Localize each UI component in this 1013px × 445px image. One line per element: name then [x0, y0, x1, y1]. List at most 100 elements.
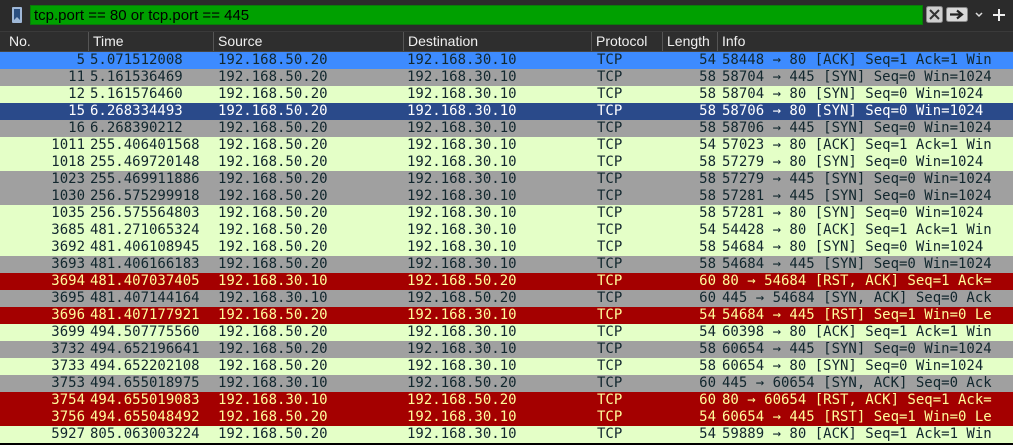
packet-row[interactable]: 3756 494.655048492 192.168.50.20 192.168.30… — [0, 409, 1013, 426]
packet-length: 58 — [699, 103, 716, 119]
packet-length: 58 — [699, 256, 716, 272]
packet-protocol: TCP — [597, 188, 623, 204]
clear-filter-icon[interactable] — [926, 6, 943, 23]
packet-length: 58 — [699, 171, 716, 187]
packet-protocol: TCP — [597, 392, 623, 408]
packet-destination: 192.168.50.20 — [407, 392, 517, 408]
packet-destination: 192.168.30.10 — [407, 324, 517, 340]
packet-row[interactable]: 12 5.161576460 192.168.50.20 192.168.30.10 T… — [0, 86, 1013, 103]
packet-no: 3694 — [51, 273, 85, 289]
plus-icon[interactable] — [990, 5, 1008, 25]
packet-info: 57281 → 445 [SYN] Seq=0 Win=1024 — [722, 188, 992, 204]
packet-no: 1023 — [51, 171, 85, 187]
packet-row[interactable]: 5927 805.063003224 192.168.50.20 192.168.30… — [0, 426, 1013, 443]
packet-protocol: TCP — [597, 239, 623, 255]
packet-row[interactable]: 1030 256.575299918 192.168.50.20 192.168.30… — [0, 188, 1013, 205]
packet-row[interactable]: 3694 481.407037405 192.168.30.10 192.168.50… — [0, 273, 1013, 290]
column-header-protocol[interactable]: Protocol — [592, 32, 663, 51]
packet-protocol: TCP — [597, 375, 623, 391]
packet-no: 3732 — [51, 341, 85, 357]
packet-row[interactable]: 3695 481.407144164 192.168.30.10 192.168.50… — [0, 290, 1013, 307]
packet-info: 57279 → 80 [SYN] Seq=0 Win=1024 — [722, 154, 984, 170]
packet-length: 58 — [699, 86, 716, 102]
packet-row[interactable]: 1035 256.575564803 192.168.50.20 192.168.30… — [0, 205, 1013, 222]
packet-length: 58 — [699, 239, 716, 255]
packet-destination: 192.168.30.10 — [407, 69, 517, 85]
display-filter-input[interactable]: tcp.port == 80 or tcp.port == 445 — [30, 5, 923, 25]
packet-no: 3692 — [51, 239, 85, 255]
packet-row[interactable]: 3733 494.652202108 192.168.50.20 192.168.30… — [0, 358, 1013, 375]
packet-info: 58706 → 80 [SYN] Seq=0 Win=1024 — [722, 103, 984, 119]
packet-row[interactable]: 15 6.268334493 192.168.50.20 192.168.30.10 T… — [0, 103, 1013, 120]
packet-source: 192.168.30.10 — [218, 290, 328, 306]
packet-protocol: TCP — [597, 290, 623, 306]
packet-protocol: TCP — [597, 324, 623, 340]
packet-list[interactable]: 5 5.071512008 192.168.50.20 192.168.30.10 TC… — [0, 52, 1013, 445]
packet-source: 192.168.50.20 — [218, 409, 328, 425]
packet-length: 58 — [699, 154, 716, 170]
packet-row[interactable]: 1018 255.469720148 192.168.50.20 192.168.30… — [0, 154, 1013, 171]
packet-info: 58706 → 445 [SYN] Seq=0 Win=1024 — [722, 120, 992, 136]
column-header-destination[interactable]: Destination — [404, 32, 592, 51]
packet-row[interactable]: 3699 494.507775560 192.168.50.20 192.168.30… — [0, 324, 1013, 341]
packet-time: 5.161576460 — [90, 86, 183, 102]
packet-time: 494.655018975 — [90, 375, 200, 391]
packet-destination: 192.168.30.10 — [407, 239, 517, 255]
packet-row[interactable]: 1011 255.406401568 192.168.50.20 192.168.30… — [0, 137, 1013, 154]
packet-time: 494.652202108 — [90, 358, 200, 374]
apply-filter-arrow-icon[interactable] — [946, 7, 968, 22]
packet-row[interactable]: 3753 494.655018975 192.168.30.10 192.168.50… — [0, 375, 1013, 392]
chevron-down-icon[interactable] — [972, 7, 986, 22]
packet-destination: 192.168.30.10 — [407, 154, 517, 170]
packet-no: 1018 — [51, 154, 85, 170]
column-header-source[interactable]: Source — [214, 32, 404, 51]
packet-no: 5 — [76, 52, 85, 68]
packet-source: 192.168.50.20 — [218, 256, 328, 272]
packet-row[interactable]: 1023 255.469911886 192.168.50.20 192.168.30… — [0, 171, 1013, 188]
packet-protocol: TCP — [597, 154, 623, 170]
packet-protocol: TCP — [597, 222, 623, 238]
packet-length: 58 — [699, 341, 716, 357]
packet-time: 6.268334493 — [90, 103, 183, 119]
column-header-time[interactable]: Time — [89, 32, 214, 51]
column-header-length[interactable]: Length — [663, 32, 718, 51]
packet-row[interactable]: 16 6.268390212 192.168.50.20 192.168.30.10 T… — [0, 120, 1013, 137]
packet-time: 6.268390212 — [90, 120, 183, 136]
packet-protocol: TCP — [597, 69, 623, 85]
packet-protocol: TCP — [597, 273, 623, 289]
packet-row[interactable]: 3696 481.407177921 192.168.50.20 192.168.30… — [0, 307, 1013, 324]
packet-row[interactable]: 3685 481.271065324 192.168.50.20 192.168.30… — [0, 222, 1013, 239]
packet-time: 481.407037405 — [90, 273, 200, 289]
packet-destination: 192.168.50.20 — [407, 375, 517, 391]
packet-length: 60 — [699, 273, 716, 289]
packet-protocol: TCP — [597, 341, 623, 357]
packet-no: 1030 — [51, 188, 85, 204]
packet-row[interactable]: 5 5.071512008 192.168.50.20 192.168.30.10 TC… — [0, 52, 1013, 69]
packet-row[interactable]: 11 5.161536469 192.168.50.20 192.168.30.10 T… — [0, 69, 1013, 86]
display-filter-toolbar: tcp.port == 80 or tcp.port == 445 — [0, 0, 1013, 32]
packet-length: 54 — [699, 426, 716, 442]
packet-info: 54684 → 445 [SYN] Seq=0 Win=1024 — [722, 256, 992, 272]
packet-length: 60 — [699, 290, 716, 306]
packet-destination: 192.168.30.10 — [407, 137, 517, 153]
packet-row[interactable]: 3692 481.406108945 192.168.50.20 192.168.30… — [0, 239, 1013, 256]
packet-source: 192.168.30.10 — [218, 273, 328, 289]
packet-length: 54 — [699, 307, 716, 323]
column-header-info[interactable]: Info — [722, 33, 746, 49]
packet-time: 494.655048492 — [90, 409, 200, 425]
packet-no: 5927 — [51, 426, 85, 442]
packet-no: 3753 — [51, 375, 85, 391]
packet-length: 58 — [699, 69, 716, 85]
packet-row[interactable]: 3732 494.652196641 192.168.50.20 192.168.30… — [0, 341, 1013, 358]
packet-time: 256.575564803 — [90, 205, 200, 221]
packet-row[interactable]: 3693 481.406166183 192.168.50.20 192.168.30… — [0, 256, 1013, 273]
packet-no: 3754 — [51, 392, 85, 408]
packet-info: 58704 → 80 [SYN] Seq=0 Win=1024 — [722, 86, 984, 102]
packet-no: 3685 — [51, 222, 85, 238]
packet-source: 192.168.50.20 — [218, 154, 328, 170]
packet-source: 192.168.30.10 — [218, 375, 328, 391]
bookmark-icon[interactable] — [9, 5, 25, 25]
packet-row[interactable]: 3754 494.655019083 192.168.30.10 192.168.50… — [0, 392, 1013, 409]
column-header-no[interactable]: No. — [5, 32, 89, 51]
packet-length: 58 — [699, 120, 716, 136]
